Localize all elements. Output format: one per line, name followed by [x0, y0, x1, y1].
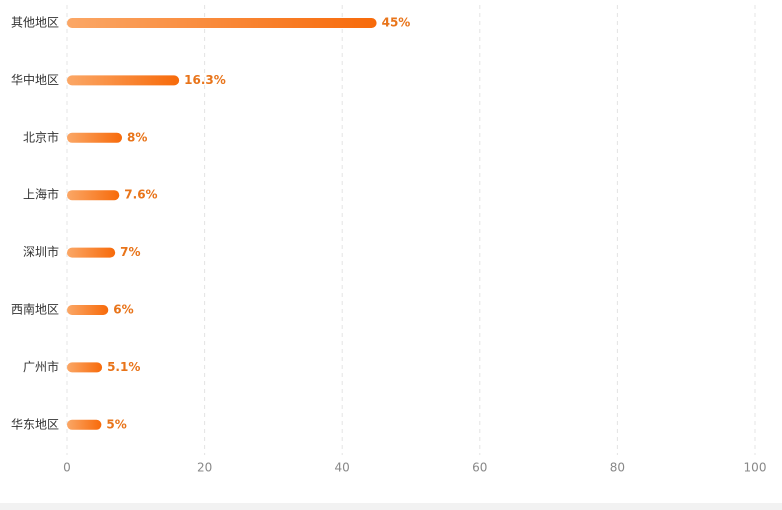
- bar: [67, 419, 102, 430]
- value-label: 7%: [120, 245, 140, 259]
- category-label: 其他地区: [11, 16, 59, 30]
- x-tick-label: 0: [63, 461, 71, 475]
- value-label: 8%: [127, 130, 147, 144]
- x-tick-label: 40: [335, 461, 350, 475]
- bar: [67, 305, 109, 315]
- x-tick-label: 20: [197, 461, 212, 475]
- category-label: 广州市: [23, 359, 59, 374]
- footer-strip: [0, 503, 782, 510]
- x-tick-label: 60: [472, 461, 487, 475]
- x-tick-label: 100: [744, 461, 767, 475]
- bar: [67, 190, 120, 201]
- value-label: 5.1%: [107, 360, 140, 374]
- bar: [67, 132, 123, 143]
- bar: [67, 362, 103, 373]
- category-label: 上海市: [23, 187, 59, 202]
- category-label: 北京市: [23, 129, 59, 144]
- x-tick-label: 80: [610, 461, 625, 475]
- value-label: 45%: [382, 16, 411, 30]
- value-label: 6%: [113, 303, 133, 317]
- category-label: 华东地区: [11, 417, 59, 431]
- bar: [67, 247, 116, 258]
- bar: [67, 18, 377, 28]
- value-label: 5%: [106, 417, 126, 431]
- category-label: 深圳市: [23, 244, 59, 259]
- value-label: 16.3%: [184, 73, 226, 87]
- category-label: 华中地区: [11, 72, 59, 87]
- value-label: 7.6%: [124, 188, 157, 202]
- bar: [67, 75, 180, 86]
- category-label: 西南地区: [11, 302, 59, 317]
